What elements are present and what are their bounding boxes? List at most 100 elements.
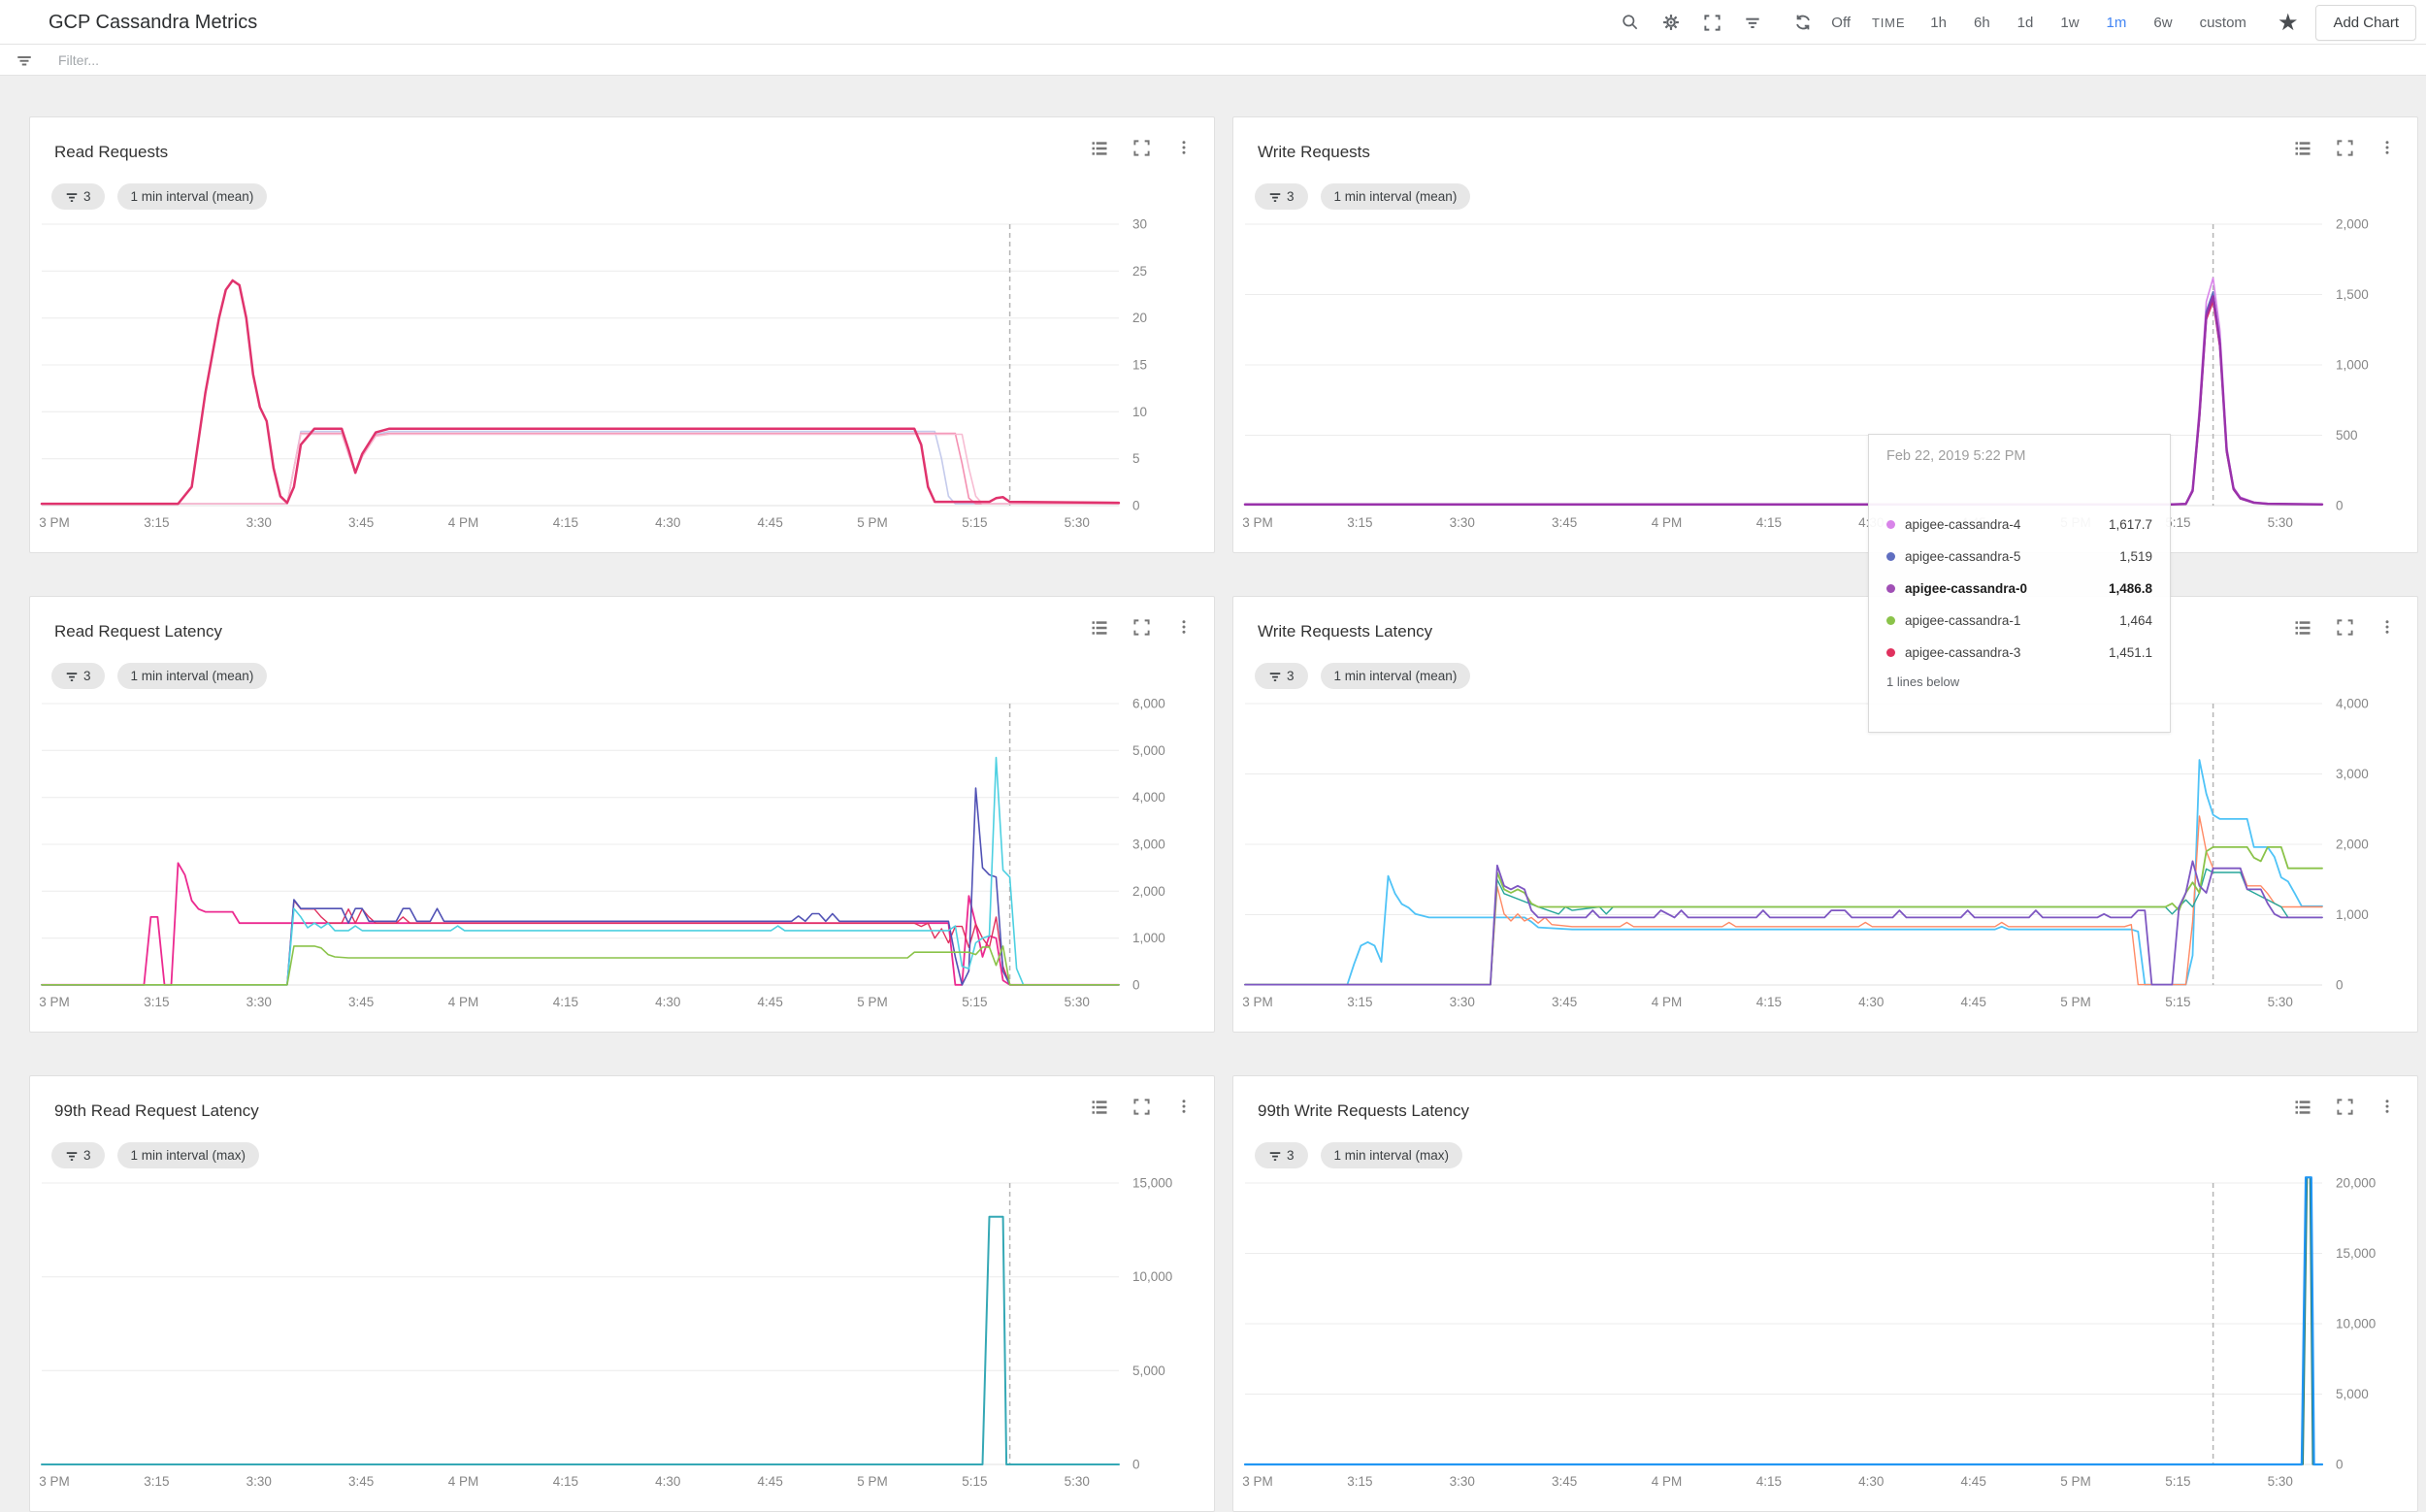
legend-list-icon[interactable] <box>1090 1098 1109 1117</box>
svg-text:3:45: 3:45 <box>348 1474 374 1489</box>
svg-text:2,000: 2,000 <box>2336 838 2369 852</box>
svg-text:3,000: 3,000 <box>1132 838 1165 852</box>
svg-text:4:15: 4:15 <box>1756 1474 1782 1489</box>
chart-title: 99th Read Request Latency <box>54 1101 259 1120</box>
svg-text:4:15: 4:15 <box>553 515 578 530</box>
svg-text:4:30: 4:30 <box>655 995 680 1009</box>
tooltip-row: apigee-cassandra-3 1,451.1 <box>1886 637 2152 669</box>
chart-canvas-99th-read-request-latency[interactable]: 0 5,000 10,000 15,000 3 PM 3:15 3:30 3:45 4 PM 4:… <box>30 1173 1214 1494</box>
svg-text:3:15: 3:15 <box>1347 515 1372 530</box>
svg-text:0: 0 <box>2336 978 2344 993</box>
svg-text:0: 0 <box>1132 499 1140 513</box>
legend-list-icon[interactable] <box>1090 139 1109 158</box>
filter-input[interactable] <box>58 48 738 73</box>
search-icon[interactable] <box>1614 6 1647 39</box>
charts-grid: Read Requests 3 1 min interval (mean) 0 5… <box>29 116 2418 1512</box>
svg-text:5:15: 5:15 <box>962 1474 987 1489</box>
chart-hover-tooltip: Feb 22, 2019 5:22 PM apigee-cassandra-4 … <box>1868 434 2171 733</box>
interval-chip[interactable]: 1 min interval (mean) <box>116 663 268 689</box>
svg-text:3 PM: 3 PM <box>39 995 70 1009</box>
svg-text:4,000: 4,000 <box>2336 697 2369 711</box>
filter-count-chip[interactable]: 3 <box>51 663 105 689</box>
interval-chip[interactable]: 1 min interval (max) <box>1320 1142 1463 1168</box>
svg-text:5:15: 5:15 <box>962 515 987 530</box>
filter-count-chip[interactable]: 3 <box>51 183 105 210</box>
time-range-1m[interactable]: 1m <box>2106 14 2127 31</box>
expand-chart-icon[interactable] <box>1132 139 1152 158</box>
legend-list-icon[interactable] <box>1090 618 1109 638</box>
add-chart-button[interactable]: Add Chart <box>2315 4 2416 41</box>
svg-text:1,000: 1,000 <box>2336 907 2369 922</box>
svg-text:3 PM: 3 PM <box>39 515 70 530</box>
kebab-menu-icon[interactable] <box>1175 139 1195 158</box>
kebab-menu-icon[interactable] <box>1175 1098 1195 1117</box>
svg-text:5:30: 5:30 <box>1065 515 1090 530</box>
legend-list-icon[interactable] <box>2293 618 2312 638</box>
kebab-menu-icon[interactable] <box>2378 139 2398 158</box>
filter-count-chip[interactable]: 3 <box>51 1142 105 1168</box>
svg-text:3:15: 3:15 <box>144 515 169 530</box>
favorite-star-icon[interactable]: ★ <box>2277 9 2299 36</box>
interval-chip[interactable]: 1 min interval (mean) <box>116 183 268 210</box>
svg-text:1,000: 1,000 <box>1132 931 1165 945</box>
legend-list-icon[interactable] <box>2293 1098 2312 1117</box>
chart-title: Write Requests Latency <box>1258 622 1433 641</box>
svg-text:0: 0 <box>2336 499 2344 513</box>
tooltip-row: apigee-cassandra-4 1,617.7 <box>1886 509 2152 541</box>
chart-title: Write Requests <box>1258 143 1370 161</box>
svg-text:30: 30 <box>1132 217 1147 232</box>
time-range-6w[interactable]: 6w <box>2153 14 2173 31</box>
expand-chart-icon[interactable] <box>1132 618 1152 638</box>
chart-canvas-99th-write-requests-latency[interactable]: 0 5,000 10,000 15,000 20,000 3 PM 3:15 3:30 3:45… <box>1233 1173 2417 1494</box>
kebab-menu-icon[interactable] <box>1175 618 1195 638</box>
chart-title: Read Requests <box>54 143 169 161</box>
chart-canvas-write-requests-latency[interactable]: 0 1,000 2,000 3,000 4,000 3 PM 3:15 3:30 3:45 4 P… <box>1233 694 2417 1014</box>
time-range-custom[interactable]: custom <box>2199 14 2246 31</box>
filter-count-chip[interactable]: 3 <box>1255 663 1308 689</box>
filter-count-chip[interactable]: 3 <box>1255 1142 1308 1168</box>
expand-chart-icon[interactable] <box>2336 1098 2355 1117</box>
svg-text:0: 0 <box>1132 1458 1140 1472</box>
expand-chart-icon[interactable] <box>2336 139 2355 158</box>
svg-text:5:15: 5:15 <box>962 995 987 1009</box>
filter-count-chip[interactable]: 3 <box>1255 183 1308 210</box>
time-range-1w[interactable]: 1w <box>2060 14 2080 31</box>
filter-icon <box>16 51 33 74</box>
svg-text:4:15: 4:15 <box>1756 515 1782 530</box>
time-range-1h[interactable]: 1h <box>1930 14 1947 31</box>
series-color-dot <box>1886 616 1895 625</box>
chart-title: Read Request Latency <box>54 622 222 641</box>
settings-gear-icon[interactable] <box>1655 6 1688 39</box>
legend-list-icon[interactable] <box>2293 139 2312 158</box>
svg-text:5:30: 5:30 <box>1065 995 1090 1009</box>
interval-chip[interactable]: 1 min interval (mean) <box>1320 183 1471 210</box>
svg-text:4:15: 4:15 <box>1756 995 1782 1009</box>
chart-canvas-read-request-latency[interactable]: 0 1,000 2,000 3,000 4,000 5,000 6,000 3 PM 3:15 3… <box>30 694 1214 1014</box>
svg-text:4:45: 4:45 <box>758 515 783 530</box>
interval-chip[interactable]: 1 min interval (mean) <box>1320 663 1471 689</box>
expand-chart-icon[interactable] <box>1132 1098 1152 1117</box>
svg-text:5:15: 5:15 <box>2165 515 2190 530</box>
svg-text:3:15: 3:15 <box>1347 995 1372 1009</box>
svg-text:15,000: 15,000 <box>1132 1176 1172 1191</box>
svg-text:2,000: 2,000 <box>1132 884 1165 899</box>
chart-canvas-read-requests[interactable]: 0 5 10 15 20 25 30 3 PM 3:15 3:30 3:45 4 PM 4:15 4:30… <box>30 214 1214 535</box>
filter-list-icon[interactable] <box>1736 6 1769 39</box>
kebab-menu-icon[interactable] <box>2378 1098 2398 1117</box>
fullscreen-icon[interactable] <box>1695 6 1728 39</box>
kebab-menu-icon[interactable] <box>2378 618 2398 638</box>
svg-text:3:30: 3:30 <box>1450 515 1475 530</box>
refresh-icon[interactable] <box>1787 6 1820 39</box>
time-range-6h[interactable]: 6h <box>1973 14 1990 31</box>
series-color-dot <box>1886 584 1895 593</box>
expand-chart-icon[interactable] <box>2336 618 2355 638</box>
svg-text:4:30: 4:30 <box>655 515 680 530</box>
card-read-requests: Read Requests 3 1 min interval (mean) 0 5… <box>29 116 1215 553</box>
svg-text:3:45: 3:45 <box>1552 995 1577 1009</box>
refresh-status-label[interactable]: Off <box>1831 14 1852 31</box>
svg-text:5:30: 5:30 <box>2268 995 2293 1009</box>
chart-canvas-write-requests[interactable]: 0 500 1,000 1,500 2,000 3 PM 3:15 3:30 3:45 4 PM 4… <box>1233 214 2417 535</box>
time-range-1d[interactable]: 1d <box>2016 14 2034 31</box>
svg-text:10: 10 <box>1132 405 1147 419</box>
interval-chip[interactable]: 1 min interval (max) <box>116 1142 260 1168</box>
